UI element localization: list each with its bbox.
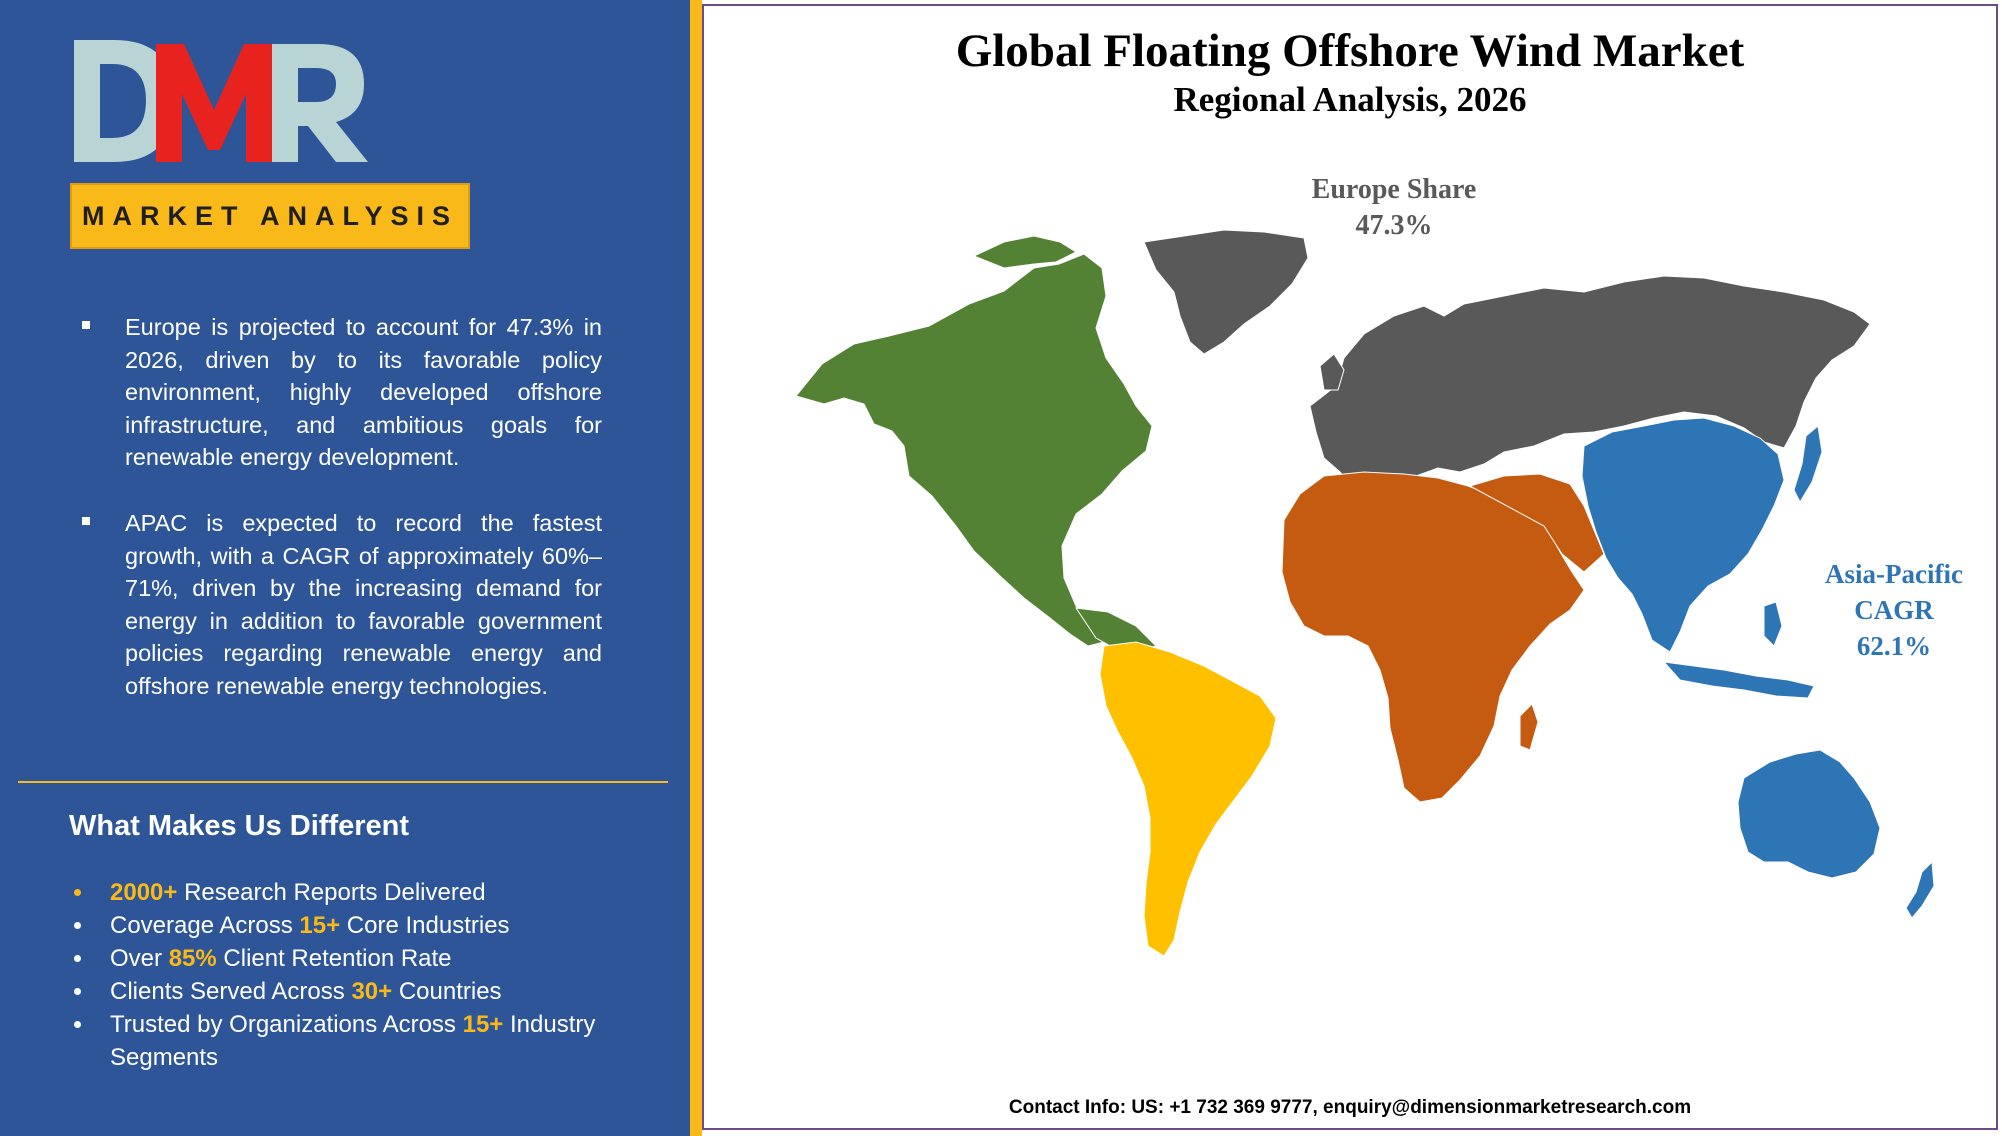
list-item: Trusted by Organizations Across 15+ Indu…	[72, 1008, 672, 1074]
contact-info: Contact Info: US: +1 732 369 9777, enqui…	[1008, 1097, 1692, 1118]
apac-cagr-title: Asia-Pacific	[1825, 559, 1963, 589]
region-uk	[1319, 353, 1345, 391]
europe-share-label: Europe Share 47.3%	[1264, 172, 1524, 244]
apac-cagr-value: 62.1%	[1856, 631, 1932, 661]
bullet-dot-icon	[74, 1021, 81, 1028]
apac-cagr-label: Asia-Pacific CAGR 62.1%	[1794, 556, 1994, 664]
banner-label: MARKET ANALYSIS	[81, 200, 459, 231]
region-middle-east	[1468, 473, 1605, 573]
region-madagascar	[1519, 703, 1539, 751]
region-philippines	[1763, 601, 1783, 647]
region-australia	[1737, 749, 1881, 879]
region-africa	[1281, 471, 1585, 803]
region-north-america	[795, 253, 1153, 647]
insight-text: APAC is expected to record the fastest g…	[125, 510, 602, 699]
section-divider	[18, 781, 668, 783]
region-new-zealand	[1905, 860, 1935, 919]
world-map	[795, 229, 1935, 957]
bullet-dot-icon	[74, 889, 81, 896]
accent-stripe	[690, 0, 702, 1136]
different-list: 2000+ Research Reports Delivered Coverag…	[72, 876, 672, 1074]
dmr-logo	[74, 40, 368, 162]
region-indonesia	[1662, 661, 1815, 699]
insight-europe: Europe is projected to account for 47.3%…	[82, 311, 602, 474]
different-title: What Makes Us Different	[69, 810, 410, 842]
region-japan	[1793, 425, 1823, 504]
region-greenland	[1143, 229, 1309, 355]
bullet-dot-icon	[74, 955, 81, 962]
insight-text: Europe is projected to account for 47.3%…	[125, 314, 602, 470]
list-item: Coverage Across 15+ Core Industries	[72, 909, 672, 942]
europe-share-title: Europe Share	[1311, 174, 1477, 205]
region-south-america	[1099, 641, 1277, 957]
map-panel: Global Floating Offshore Wind Market Reg…	[702, 4, 1998, 1130]
bullet-dot-icon	[74, 922, 81, 929]
market-analysis-banner: MARKET ANALYSIS	[70, 183, 470, 249]
list-item: 2000+ Research Reports Delivered	[72, 876, 672, 909]
bullet-square-icon	[82, 321, 90, 329]
region-canada-islands	[972, 235, 1078, 269]
apac-cagr-subtitle: CAGR	[1854, 595, 1934, 625]
region-europe	[1309, 275, 1871, 495]
europe-share-value: 47.3%	[1355, 210, 1433, 241]
list-item: Over 85% Client Retention Rate	[72, 942, 672, 975]
bullet-dot-icon	[74, 988, 81, 995]
bullet-square-icon	[82, 517, 90, 525]
left-panel: MARKET ANALYSIS Europe is projected to a…	[0, 0, 690, 1136]
map-subtitle: Regional Analysis, 2026	[1173, 80, 1527, 119]
region-asia	[1581, 417, 1785, 653]
map-title: Global Floating Offshore Wind Market	[955, 25, 1745, 77]
list-item: Clients Served Across 30+ Countries	[72, 975, 672, 1008]
insight-apac: APAC is expected to record the fastest g…	[82, 507, 602, 702]
